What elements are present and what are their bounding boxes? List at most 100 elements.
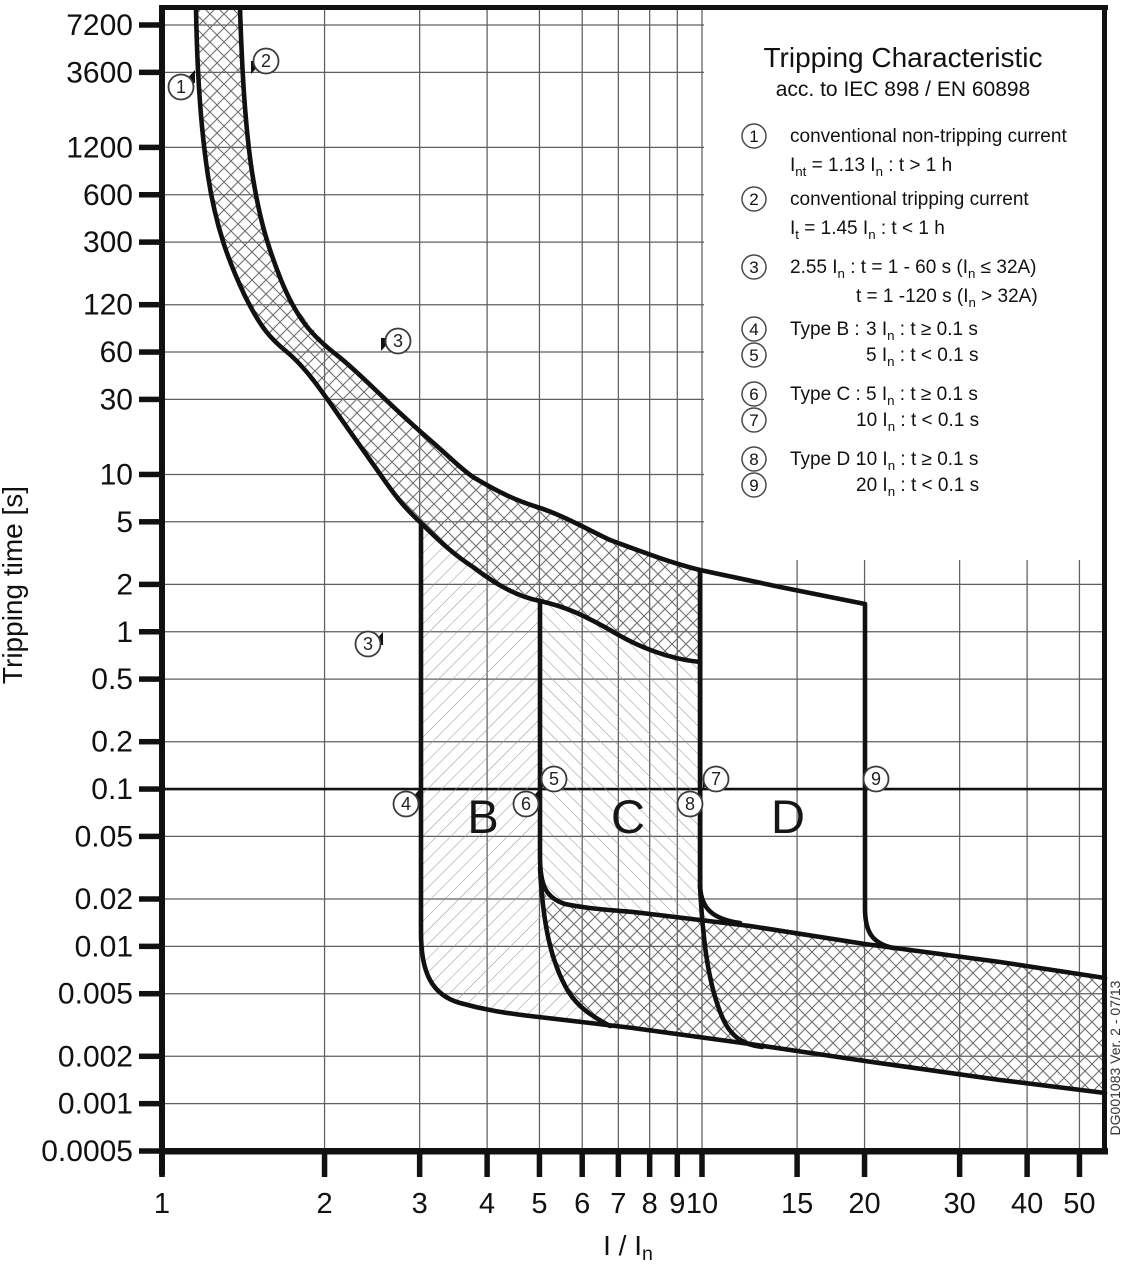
legend-number-3: 3 [749, 258, 758, 277]
text-line: conventional non-tripping current [790, 126, 1067, 147]
curve-tripping-1-45In-to-20In [237, 5, 896, 951]
axis-tick-labels: 1 2 3 4 5 6 7 8 9 10 15 20 30 40 507200360012006003001… [41, 9, 1095, 1220]
legend-circle-7 [741, 407, 767, 433]
y-tick-label: 600 [83, 179, 133, 212]
y-tick-label: 0.002 [58, 1040, 133, 1073]
y-tick [139, 1148, 162, 1154]
legend-number-6: 6 [749, 385, 758, 404]
x-tick-label: 2 [316, 1188, 332, 1220]
legend: Tripping Characteristic acc. to IEC 898 … [741, 42, 1067, 499]
y-tick-label: 0.01 [75, 930, 133, 963]
marker-circle-3 [384, 327, 412, 355]
y-tick [139, 69, 162, 76]
y-tick [139, 786, 162, 792]
marker-number-3: 3 [393, 331, 403, 351]
marker-number-8: 8 [685, 794, 695, 814]
y-tick-label: 0.5 [91, 663, 133, 696]
curve-10In-inner-branch [697, 883, 765, 1050]
legend-number-2: 2 [749, 190, 758, 209]
legend-number-5: 5 [749, 346, 758, 365]
x-tick-label: 1 [154, 1188, 170, 1220]
x-tick [321, 1151, 328, 1177]
y-axis-title: Tripping time [s] [0, 486, 28, 684]
legend-panel [704, 10, 1102, 560]
x-tick [794, 1151, 800, 1177]
text-line: Type D : [790, 449, 861, 470]
legend-number-9: 9 [749, 476, 758, 495]
y-tick-label: 120 [83, 289, 133, 322]
marker-circle-7 [702, 765, 730, 793]
legend-number-7: 7 [749, 411, 758, 430]
y-tick-label: 5 [116, 506, 133, 539]
y-tick [139, 144, 162, 151]
y-tick [139, 349, 162, 355]
text-line: Type C : [790, 384, 861, 405]
y-tick [139, 629, 162, 635]
legend-number-4: 4 [749, 320, 758, 339]
legend-number-8: 8 [749, 450, 758, 469]
y-tick [139, 396, 162, 403]
x-tick-label: 7 [610, 1188, 626, 1220]
x-tick [416, 1151, 423, 1177]
marker-number-4: 4 [401, 794, 411, 814]
legend-circle-9 [741, 472, 767, 498]
legend-circle-4 [741, 316, 767, 342]
y-tick [139, 192, 162, 198]
y-tick [139, 896, 162, 902]
marker-number-6: 6 [521, 794, 531, 814]
top-border [159, 5, 1108, 10]
legend-circle-8 [741, 446, 767, 472]
region-label-d: D [771, 790, 805, 843]
x-tick [674, 1151, 681, 1177]
characteristic-regions [196, 8, 1105, 1093]
y-tick-label: 1200 [66, 131, 133, 164]
right-border [1102, 5, 1107, 1151]
y-tick [139, 1053, 162, 1060]
y-tick [139, 990, 162, 997]
legend-circle-6 [741, 381, 767, 407]
x-tick-label: 4 [479, 1188, 495, 1220]
y-tick [139, 471, 162, 478]
y-tick [139, 1100, 162, 1107]
curve-5In-inner-branch [537, 865, 613, 1029]
text-line: 10 In​ : t ≥ 0.1 s [856, 449, 978, 473]
y-tick-label: 0.02 [75, 883, 133, 916]
y-axis-line [159, 5, 165, 1175]
marker-circle-9 [862, 765, 890, 793]
marker-number-9: 9 [871, 769, 881, 789]
marker-circle-8 [676, 790, 704, 818]
x-tick-label: 40 [1011, 1188, 1043, 1220]
y-tick [139, 239, 162, 245]
legend-circle-1 [741, 123, 767, 149]
text-line: Type B : [790, 319, 860, 340]
x-tick [1024, 1151, 1030, 1177]
marker-number-7: 7 [711, 769, 721, 789]
text-line: t = 1 -120 s (In​ > 32A) [856, 286, 1038, 310]
y-tick [139, 22, 162, 28]
legend-circle-5 [741, 342, 767, 368]
characteristic-curves [193, 5, 1108, 1096]
x-tick-label: 5 [531, 1188, 547, 1220]
legend-number-1: 1 [749, 127, 758, 146]
y-tick [139, 519, 162, 525]
legend-title: Tripping Characteristic [763, 42, 1042, 73]
y-tick [139, 581, 162, 588]
text-line: 20 In​ : t < 0.1 s [856, 475, 979, 499]
x-tick [646, 1151, 653, 1177]
y-tick-label: 0.005 [58, 978, 133, 1011]
text-line: Int​ = 1.13 In​ : t > 1 h [790, 155, 952, 179]
region-label-b: B [467, 790, 498, 843]
doc-version-note: DG001083 Ver. 2 - 07/13 [1107, 980, 1123, 1135]
x-tick-label: 15 [781, 1188, 813, 1220]
marker-circle-1 [167, 73, 195, 101]
y-tick [139, 676, 162, 682]
x-tick-label: 8 [642, 1188, 658, 1220]
marker-circle-6 [512, 790, 540, 818]
x-tick [615, 1151, 622, 1177]
marker-number-2: 2 [261, 51, 271, 71]
marker-circle-2 [252, 47, 280, 75]
curve-type-b-lower-3In [418, 520, 1108, 1096]
x-tick [159, 1151, 165, 1177]
